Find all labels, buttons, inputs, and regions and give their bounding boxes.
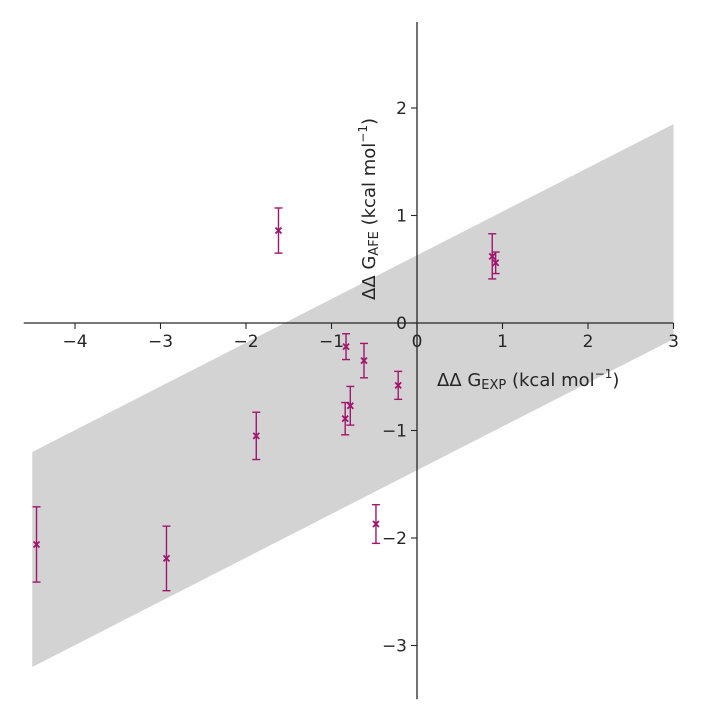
y-tick-label: −1	[382, 422, 407, 442]
x-marker	[346, 402, 354, 410]
y-axis-label: ΔΔ GAFE (kcal mol−1)	[356, 118, 382, 300]
x-tick-label: −2	[233, 332, 258, 352]
data-point	[32, 506, 41, 583]
data-point	[491, 251, 500, 275]
data-point	[488, 233, 497, 280]
x-marker	[360, 356, 368, 365]
x-marker	[372, 520, 380, 528]
x-tick-label: −4	[62, 332, 87, 352]
y-tick-label: 0	[396, 314, 407, 334]
ticks-layer: −4 −3 −2 −1 0 1 2 3 −3 −2 −1 0 1 2	[62, 99, 678, 657]
points-layer	[32, 207, 500, 592]
y-tick-label: 2	[396, 99, 407, 119]
data-point	[371, 503, 380, 545]
confidence-band	[32, 124, 674, 667]
x-marker	[492, 259, 500, 267]
x-tick-label: −1	[319, 332, 344, 352]
y-tick-label: −2	[382, 529, 407, 549]
y-tick-label: 1	[396, 207, 407, 227]
x-axis-label: ΔΔ GEXP (kcal mol−1)	[437, 367, 619, 393]
x-marker	[342, 343, 350, 351]
x-marker	[32, 540, 41, 549]
x-tick-label: 3	[668, 332, 679, 352]
y-tick-label: −3	[382, 637, 407, 657]
band-layer	[32, 124, 674, 667]
x-marker	[394, 381, 402, 389]
data-point	[342, 333, 351, 361]
x-marker	[252, 432, 260, 440]
x-tick-label: 2	[583, 332, 594, 352]
x-tick-label: 0	[412, 332, 423, 352]
data-point	[346, 385, 355, 426]
x-tick-label: 1	[497, 332, 508, 352]
data-point	[252, 411, 261, 461]
x-tick-label: −3	[148, 332, 173, 352]
axes-layer	[23, 22, 674, 700]
x-marker	[488, 252, 496, 260]
data-point	[274, 207, 283, 254]
x-marker	[274, 226, 283, 235]
x-marker	[162, 554, 171, 563]
x-marker	[341, 415, 349, 423]
data-point	[394, 370, 403, 401]
data-point	[162, 525, 171, 592]
data-point	[359, 342, 368, 379]
